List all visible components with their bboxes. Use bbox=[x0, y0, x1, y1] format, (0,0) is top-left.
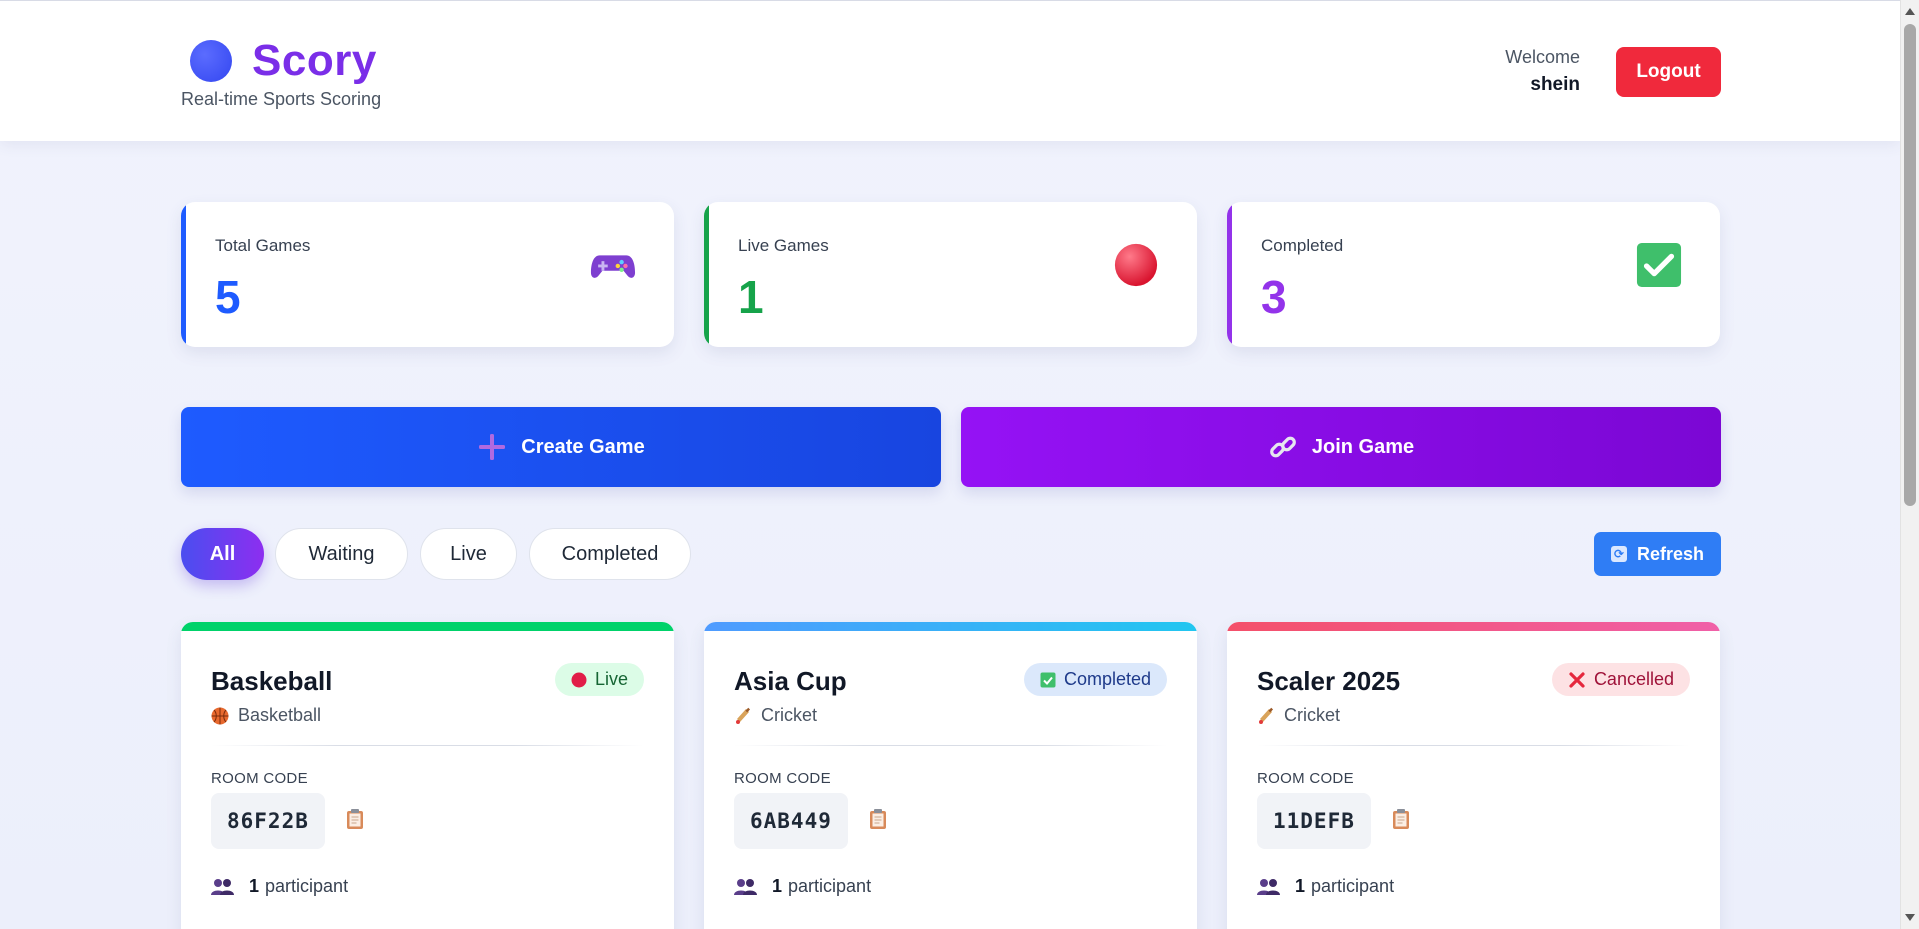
cricket-icon bbox=[1257, 707, 1275, 725]
filter-waiting[interactable]: Waiting bbox=[275, 528, 408, 580]
stat-label: Total Games bbox=[215, 236, 311, 255]
game-card[interactable]: Baskeball Live Basketball ROOM CODE 86F2… bbox=[181, 622, 674, 929]
join-game-label: Join Game bbox=[1311, 435, 1415, 458]
brand-logo-icon bbox=[190, 40, 232, 82]
brand-subtitle: Real-time Sports Scoring bbox=[181, 89, 382, 109]
status-badge: Cancelled bbox=[1551, 663, 1690, 696]
red-circle-icon bbox=[571, 672, 587, 688]
game-title: Asia Cup bbox=[734, 666, 847, 696]
stat-accent-bar bbox=[181, 202, 186, 347]
status-label: Cancelled bbox=[1593, 669, 1674, 689]
refresh-icon: ⟳ bbox=[1610, 546, 1627, 562]
clipboard-icon[interactable] bbox=[346, 808, 364, 830]
room-code-label: ROOM CODE bbox=[734, 770, 831, 787]
plus-icon bbox=[477, 432, 507, 462]
divider bbox=[734, 745, 1167, 746]
brand[interactable]: Scory Real-time Sports Scoring bbox=[181, 37, 381, 110]
create-game-button[interactable]: Create Game bbox=[181, 407, 941, 487]
stat-label: Live Games bbox=[738, 236, 829, 255]
participants: 1 participant bbox=[211, 876, 348, 897]
refresh-button[interactable]: ⟳ Refresh bbox=[1594, 532, 1721, 576]
vertical-scrollbar[interactable] bbox=[1900, 0, 1919, 929]
top-header: Scory Real-time Sports Scoring Welcome s… bbox=[0, 0, 1900, 141]
welcome-block: Welcome shein bbox=[1505, 47, 1580, 96]
clipboard-icon[interactable] bbox=[869, 808, 887, 830]
divider bbox=[211, 745, 644, 746]
username: shein bbox=[1530, 74, 1580, 95]
red-circle-icon bbox=[1114, 243, 1158, 287]
status-bar bbox=[1227, 622, 1720, 631]
link-icon bbox=[1268, 432, 1298, 462]
check-mark-icon bbox=[1636, 242, 1682, 288]
status-badge: Completed bbox=[1023, 663, 1167, 696]
status-badge: Live bbox=[554, 663, 644, 696]
brand-title: Scory bbox=[252, 36, 377, 85]
game-card[interactable]: Scaler 2025 Cancelled Cricket ROOM CODE … bbox=[1227, 622, 1720, 929]
scrollbar-thumb[interactable] bbox=[1904, 24, 1916, 506]
cross-mark-icon bbox=[1568, 671, 1586, 689]
room-code: 11DEFB bbox=[1257, 793, 1371, 849]
create-game-label: Create Game bbox=[521, 435, 645, 458]
sport-label: Cricket bbox=[761, 705, 818, 725]
clipboard-icon[interactable] bbox=[1392, 808, 1410, 830]
filter-all[interactable]: All bbox=[181, 528, 264, 580]
scroll-down-arrow-icon[interactable] bbox=[1905, 914, 1915, 921]
users-icon bbox=[211, 878, 235, 896]
participant-label: participant bbox=[1311, 876, 1395, 896]
refresh-label: Refresh bbox=[1636, 543, 1705, 564]
cricket-icon bbox=[734, 707, 752, 725]
sport-label: Basketball bbox=[238, 705, 322, 725]
participant-count: 1 bbox=[1295, 876, 1306, 896]
sport-label: Cricket bbox=[1284, 705, 1341, 725]
room-code: 86F22B bbox=[211, 793, 325, 849]
room-code-label: ROOM CODE bbox=[1257, 770, 1354, 787]
status-label: Completed bbox=[1063, 669, 1151, 689]
game-controller-icon bbox=[590, 255, 636, 278]
logout-button[interactable]: Logout bbox=[1616, 47, 1721, 97]
join-game-button[interactable]: Join Game bbox=[961, 407, 1721, 487]
participant-label: participant bbox=[265, 876, 349, 896]
status-bar bbox=[181, 622, 674, 631]
participant-count: 1 bbox=[772, 876, 783, 896]
game-title: Scaler 2025 bbox=[1257, 666, 1401, 696]
game-sport: Basketball bbox=[211, 705, 321, 726]
game-sport: Cricket bbox=[1257, 705, 1340, 726]
room-code: 6AB449 bbox=[734, 793, 848, 849]
welcome-label: Welcome bbox=[1505, 47, 1580, 67]
game-title: Baskeball bbox=[211, 666, 333, 696]
participants: 1 participant bbox=[734, 876, 871, 897]
status-bar bbox=[704, 622, 1197, 631]
stat-accent-bar bbox=[704, 202, 709, 347]
stat-accent-bar bbox=[1227, 202, 1232, 347]
stat-card-total-games: Total Games 5 bbox=[181, 202, 674, 347]
basketball-icon bbox=[211, 707, 229, 725]
participants: 1 participant bbox=[1257, 876, 1394, 897]
game-card[interactable]: Asia Cup Completed Cricket ROOM CODE 6AB… bbox=[704, 622, 1197, 929]
scroll-up-arrow-icon[interactable] bbox=[1905, 8, 1915, 15]
game-sport: Cricket bbox=[734, 705, 817, 726]
users-icon bbox=[1257, 878, 1281, 896]
stat-value: 5 bbox=[215, 271, 241, 323]
stat-card-completed: Completed 3 bbox=[1227, 202, 1720, 347]
divider bbox=[1257, 745, 1690, 746]
filter-live[interactable]: Live bbox=[420, 528, 517, 580]
participant-label: participant bbox=[788, 876, 872, 896]
status-label: Live bbox=[594, 669, 628, 689]
users-icon bbox=[734, 878, 758, 896]
stat-card-live-games: Live Games 1 bbox=[704, 202, 1197, 347]
room-code-label: ROOM CODE bbox=[211, 770, 308, 787]
filter-completed[interactable]: Completed bbox=[529, 528, 691, 580]
check-mark-icon bbox=[1040, 672, 1056, 688]
stat-value: 3 bbox=[1261, 271, 1287, 323]
stat-value: 1 bbox=[738, 271, 764, 323]
participant-count: 1 bbox=[249, 876, 260, 896]
stat-label: Completed bbox=[1261, 236, 1344, 255]
